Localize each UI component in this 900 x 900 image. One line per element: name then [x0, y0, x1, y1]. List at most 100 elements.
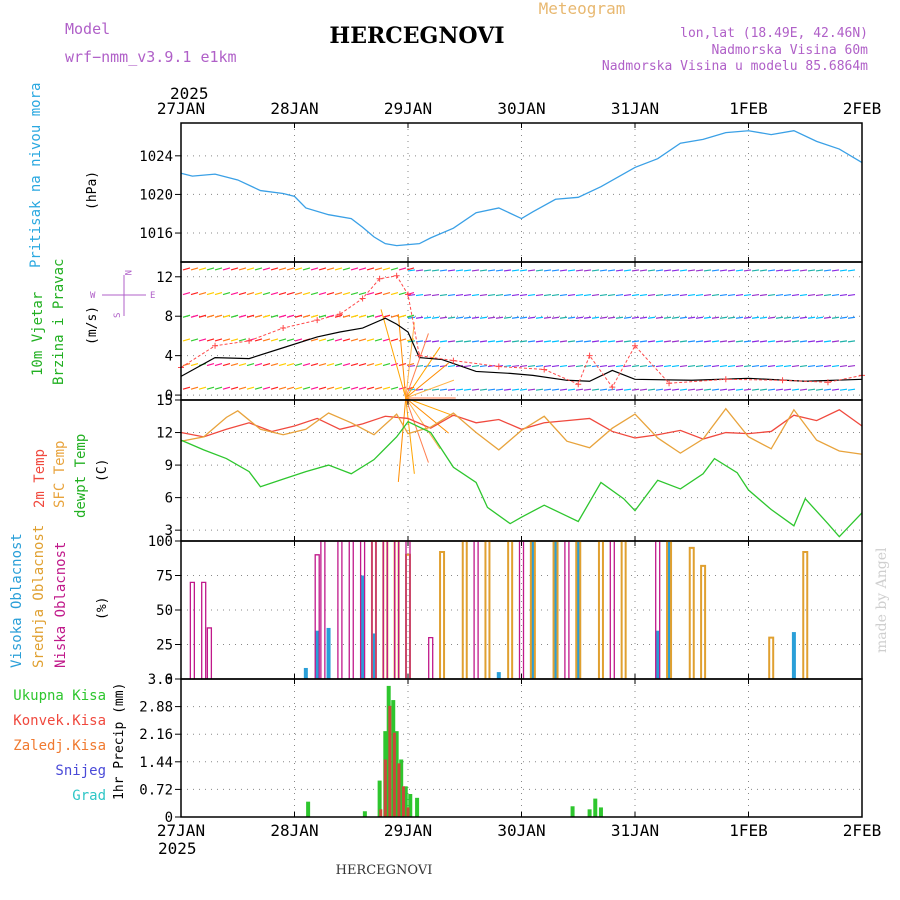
wind-arrow	[695, 269, 704, 272]
y-tick-label: 1024	[139, 149, 173, 165]
wind-gust-marker	[246, 337, 253, 344]
wind-arrow	[270, 291, 279, 296]
wind-arrow	[655, 269, 664, 272]
wind-arrow	[727, 293, 736, 297]
wind-arrow	[679, 316, 688, 319]
wind-arrow	[815, 364, 824, 368]
wind-arrow	[687, 388, 696, 391]
wind-arrow	[751, 269, 760, 272]
precip-legend-item: Konvek.Kisa	[13, 713, 106, 729]
time-tick-top: 27JAN	[157, 99, 205, 118]
wind-arrow	[799, 388, 808, 391]
precip-legend-item: Ukupna Kisa	[13, 688, 106, 704]
cloud-bar	[620, 540, 627, 679]
wind-gust-marker	[586, 352, 593, 359]
wind-arrow	[599, 388, 608, 391]
precip-bar	[570, 806, 575, 817]
temp-line	[180, 420, 863, 538]
wind-panel: 0 4 8 12	[156, 261, 865, 482]
temp-line	[180, 409, 863, 440]
wind-arrow	[743, 388, 752, 391]
wind-arrow	[839, 340, 848, 343]
wind-arrow	[318, 314, 327, 318]
wind-arrow	[366, 338, 375, 342]
wind-arrow	[679, 293, 688, 297]
wind-arrow	[535, 316, 544, 319]
wind-arrow	[222, 314, 231, 318]
wind-arrow	[823, 293, 832, 297]
wind-arrow	[799, 269, 808, 272]
wind-arrow	[655, 340, 664, 343]
wind-arrow	[623, 269, 632, 272]
wind-arrow	[471, 293, 480, 297]
wind-arrow	[358, 267, 367, 271]
wind-arrow	[575, 388, 584, 391]
pressure-unit: (hPa)	[85, 171, 100, 210]
wind-arrow	[278, 267, 287, 271]
wind-arrow	[679, 388, 688, 391]
cloud-bar	[518, 540, 525, 679]
wind-arrow	[318, 291, 327, 296]
wind-arrow	[775, 269, 784, 272]
wind-gust-marker	[393, 272, 400, 279]
cloud-low-label: Niska Oblacnost	[53, 542, 69, 668]
wind-gust-marker	[376, 275, 383, 282]
wind-arrow	[246, 386, 255, 390]
wind-arrow	[767, 293, 776, 297]
wind-arrow	[447, 316, 456, 319]
y-tick-label: 9	[165, 458, 173, 474]
wind-arrow	[743, 364, 752, 368]
wind-arrow	[374, 267, 383, 271]
wind-arrow	[407, 316, 416, 319]
y-tick-label: 75	[156, 569, 173, 585]
wind-arrow	[423, 293, 432, 297]
wind-arrow	[294, 386, 303, 390]
wind-arrow	[695, 293, 704, 297]
pressure-frame	[180, 122, 863, 263]
y-tick-label: 3.6	[148, 672, 173, 688]
wind-arrow	[334, 362, 343, 367]
wind-arrow	[519, 340, 528, 343]
wind-arrow	[559, 269, 568, 272]
wind-arrow	[254, 338, 263, 342]
wind-arrow	[326, 291, 335, 296]
wind-arrow	[439, 269, 448, 272]
wind-arrow	[415, 316, 424, 319]
wind-arrow	[238, 291, 247, 296]
wind-arrow	[519, 293, 528, 297]
precip-bar	[392, 732, 396, 817]
wind-arrow	[647, 388, 656, 391]
wind-arrow	[663, 316, 672, 319]
wind-arrow	[671, 316, 680, 319]
cloud-bar	[496, 672, 501, 679]
wind-arrow	[471, 340, 480, 343]
cloud-bar	[655, 630, 660, 679]
y-tick-label: 15	[156, 393, 173, 409]
wind-arrow	[254, 314, 263, 318]
wind-arrow	[463, 316, 472, 319]
wind-arrow	[503, 293, 512, 297]
wind-arrow	[350, 338, 359, 342]
wind-arrow	[406, 362, 415, 367]
wind-arrow	[254, 386, 263, 390]
cloud-bar	[597, 540, 604, 679]
wind-arrow	[447, 269, 456, 272]
wind-arrow	[791, 316, 800, 319]
wind-arrow	[751, 316, 760, 319]
wind-arrow	[591, 293, 600, 297]
wind-arrow	[254, 362, 263, 367]
wind-arrow	[390, 362, 399, 367]
wind-arrow	[310, 386, 319, 390]
wind-arrow	[190, 386, 199, 390]
model-elevation-label: Nadmorska Visina u modelu 85.6864m	[602, 59, 868, 74]
wind-arrow	[479, 269, 488, 272]
wind-arrow	[390, 338, 399, 342]
wind-arrow	[310, 362, 319, 367]
wind-gust-marker	[575, 381, 582, 388]
wind-arrow	[711, 340, 720, 343]
wind-arrow	[527, 340, 536, 343]
cloud-bar	[507, 540, 514, 679]
wind-arrow	[655, 293, 664, 297]
precip-bar	[377, 780, 382, 817]
